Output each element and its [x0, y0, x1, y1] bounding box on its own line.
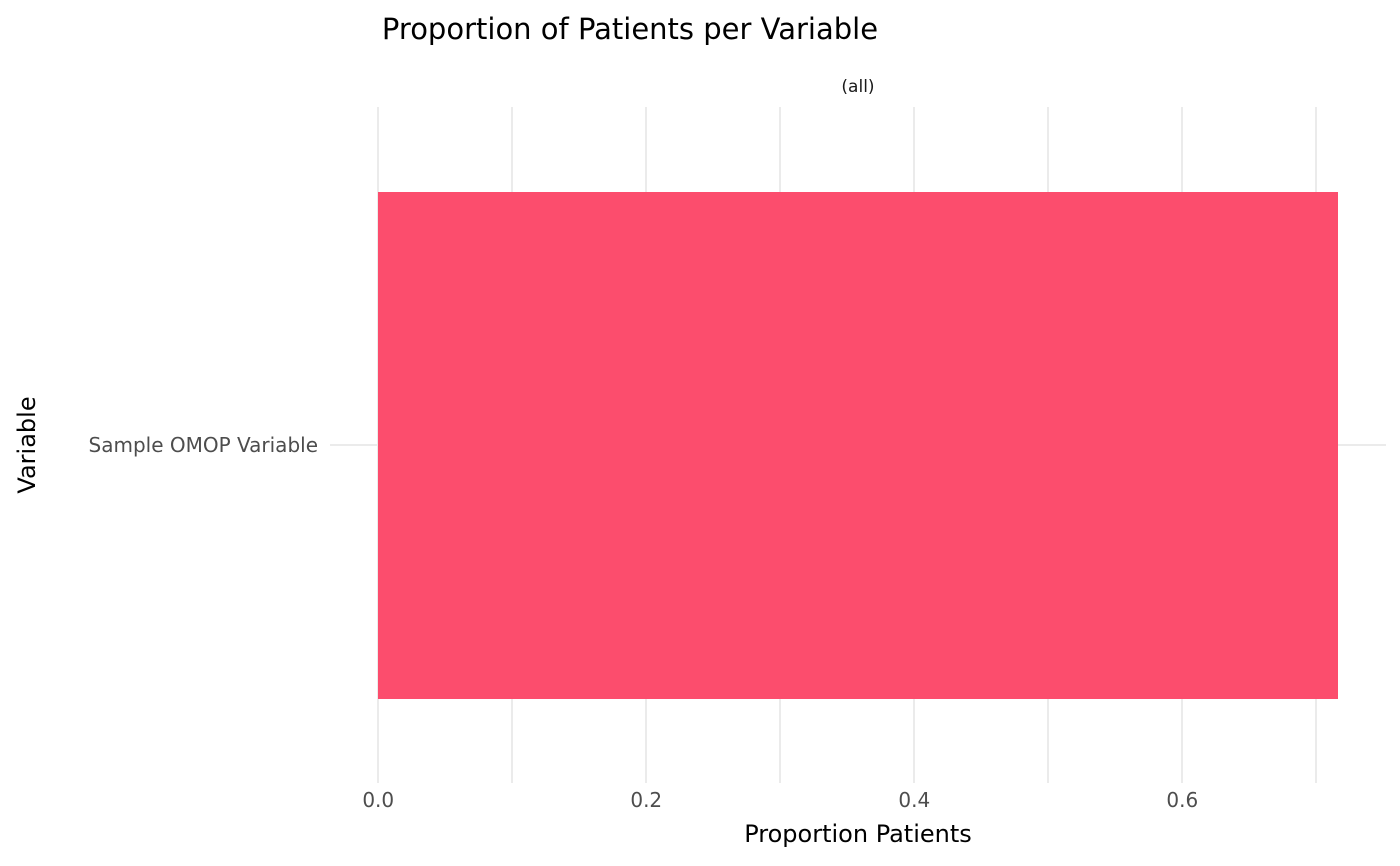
x-tick-label: 0.6: [1166, 788, 1199, 812]
plot-panel: [330, 107, 1386, 783]
chart-title: Proportion of Patients per Variable: [381, 12, 879, 46]
y-tick-label: Sample OMOP Variable: [88, 433, 318, 457]
x-tick-label: 0.2: [630, 788, 663, 812]
x-tick-label: 0.0: [362, 788, 395, 812]
x-tick-label: 0.4: [898, 788, 931, 812]
bar-sample-omop-variable: [378, 192, 1338, 699]
facet-strip-label: (all): [841, 77, 875, 97]
x-axis-title: Proportion Patients: [744, 820, 972, 848]
y-axis-title: Variable: [13, 396, 41, 494]
